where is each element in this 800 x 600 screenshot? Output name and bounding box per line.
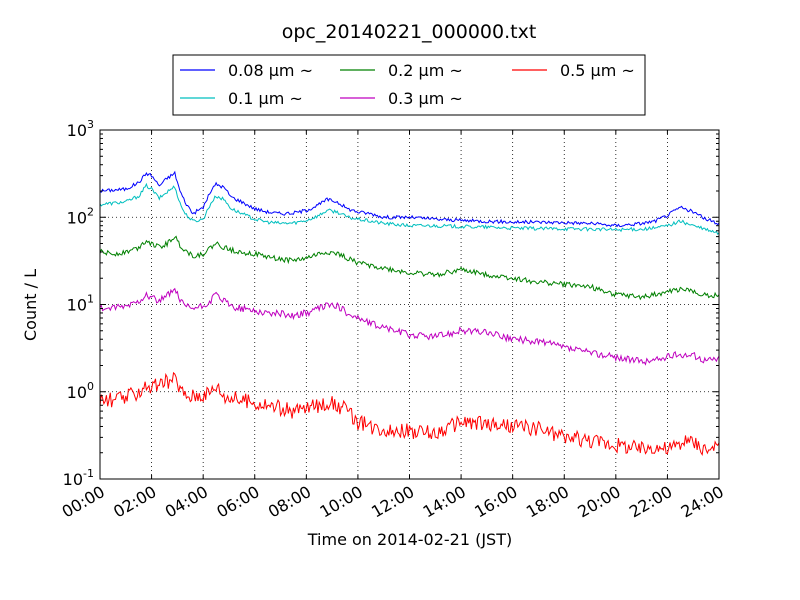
- x-axis-label: Time on 2014-02-21 (JST): [307, 530, 512, 549]
- y-tick-base: 10: [63, 470, 83, 489]
- y-tick-label: 102: [67, 205, 94, 227]
- y-tick-exponent: 3: [87, 118, 94, 131]
- series-line: [99, 235, 720, 301]
- axis-ticks: [99, 129, 720, 480]
- y-tick-label: 101: [67, 293, 94, 315]
- legend-label: 0.5 μm ~: [560, 61, 635, 80]
- series-line: [99, 170, 720, 228]
- legend-frame: [172, 54, 646, 116]
- y-tick-base: 10: [67, 383, 87, 402]
- series-line: [99, 371, 720, 456]
- legend-label: 0.3 μm ~: [388, 89, 463, 108]
- legend-label: 0.2 μm ~: [388, 61, 463, 80]
- series-lines: [99, 170, 720, 456]
- legend: 0.08 μm ~ 0.1 μm ~ 0.2 μm ~ 0.3 μm ~ 0.5 μm …: [172, 54, 646, 116]
- y-tick-label: 103: [67, 118, 94, 140]
- series-line: [99, 182, 720, 235]
- legend-label: 0.08 μm ~: [228, 61, 313, 80]
- y-tick-exponent: -1: [83, 467, 94, 480]
- y-tick-exponent: 2: [87, 205, 94, 218]
- y-tick-exponent: 1: [87, 293, 94, 306]
- chart-title: opc_20140221_000000.txt: [282, 21, 537, 43]
- legend-items: 0.08 μm ~ 0.1 μm ~ 0.2 μm ~ 0.3 μm ~ 0.5 μm …: [180, 61, 635, 108]
- y-tick-label: 10-1: [63, 467, 94, 489]
- y-tick-base: 10: [67, 296, 87, 315]
- y-tick-exponent: 0: [87, 380, 94, 393]
- legend-label: 0.1 μm ~: [228, 89, 303, 108]
- y-tick-base: 10: [67, 208, 87, 227]
- y-tick-label: 100: [67, 380, 94, 402]
- y-axis-label: Count / L: [21, 269, 40, 341]
- series-line: [99, 287, 720, 366]
- y-tick-base: 10: [67, 121, 87, 140]
